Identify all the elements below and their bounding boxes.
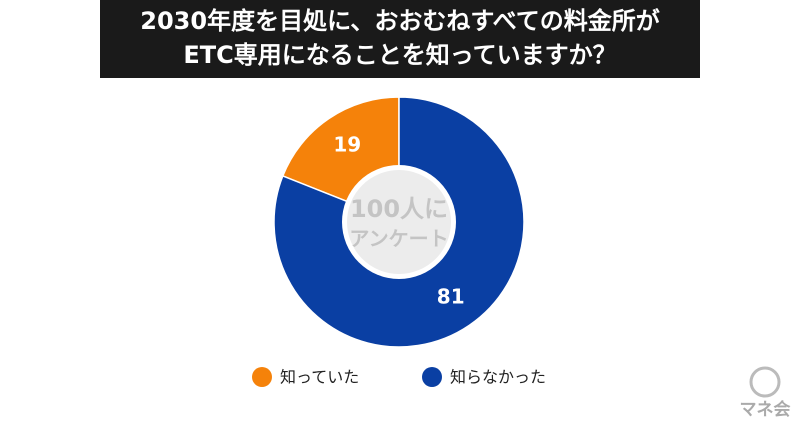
- legend-marker: [422, 367, 442, 387]
- donut-slice: [273, 96, 525, 348]
- logo-icon: [749, 366, 781, 398]
- logo: マネ会: [740, 366, 791, 420]
- center-text: アンケート: [349, 227, 448, 251]
- legend-label: 知らなかった: [450, 368, 546, 387]
- legend-marker: [252, 367, 272, 387]
- logo-text: マネ会: [740, 399, 791, 420]
- chart-title: ETC専用になることを知っていますか？: [183, 41, 616, 69]
- legend-label: 知っていた: [280, 368, 359, 387]
- center-text: 100人に: [350, 195, 448, 223]
- data-label: 19: [333, 132, 361, 156]
- chart-title: 2030年度を目処に、おおむねすべての料金所が: [140, 7, 659, 35]
- data-label: 81: [437, 285, 465, 309]
- center-disc: [347, 170, 451, 274]
- title-background: [100, 0, 700, 78]
